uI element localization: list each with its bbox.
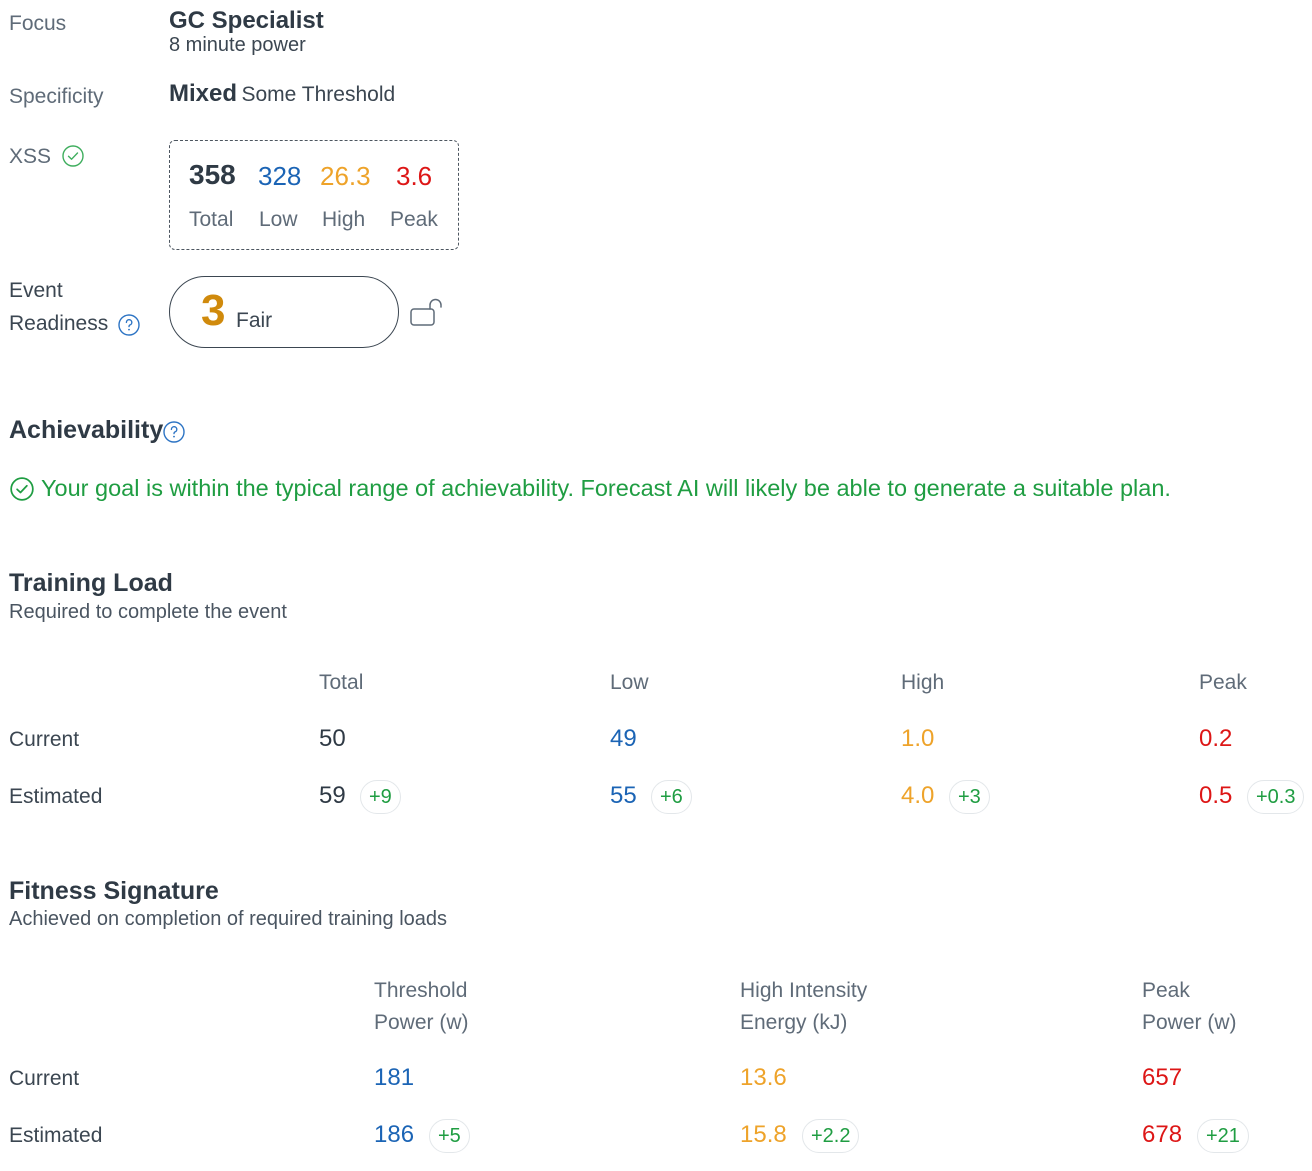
readiness-pill[interactable]: [169, 276, 399, 348]
training-load-title: Training Load: [9, 569, 173, 597]
check-circle-icon: [61, 144, 85, 168]
fs-estimated-high: 15.8: [740, 1121, 787, 1148]
xss-high-value: 26.3: [320, 161, 371, 191]
tl-estimated-total: 59: [319, 782, 346, 809]
fs-estimated-peak: 678: [1142, 1121, 1183, 1148]
tl-estimated-peak-delta: +0.3: [1247, 780, 1305, 814]
fs-estimated-threshold-delta: +5: [429, 1119, 470, 1153]
fs-estimated-high-delta: +2.2: [802, 1119, 860, 1153]
tl-current-total: 50: [319, 725, 346, 752]
tl-header-peak: Peak: [1199, 671, 1247, 694]
fs-estimated-threshold: 186: [374, 1121, 415, 1148]
fs-estimated-label: Estimated: [9, 1124, 103, 1147]
fs-header-peak-line1: Peak: [1142, 979, 1190, 1002]
readiness-label-line1: Event: [9, 279, 63, 302]
fs-header-peak-line2: Power (w): [1142, 1011, 1237, 1034]
training-load-subtitle: Required to complete the event: [9, 601, 287, 623]
fitness-signature-title: Fitness Signature: [9, 877, 219, 905]
tl-current-low: 49: [610, 725, 637, 752]
readiness-score: 3: [201, 286, 226, 335]
xss-total-label: Total: [189, 208, 234, 231]
tl-header-total: Total: [319, 671, 364, 694]
tl-current-high: 1.0: [901, 725, 935, 752]
xss-low-label: Low: [259, 208, 298, 231]
tl-estimated-high-delta: +3: [949, 780, 990, 814]
fs-current-peak: 657: [1142, 1064, 1183, 1091]
xss-summary-box: [169, 140, 459, 250]
xss-peak-value: 3.6: [396, 161, 433, 191]
check-circle-icon: [9, 476, 35, 502]
achievability-title: Achievability: [9, 416, 164, 444]
focus-subtitle: 8 minute power: [169, 34, 306, 56]
tl-estimated-high: 4.0: [901, 782, 935, 809]
fs-estimated-peak-delta: +21: [1197, 1119, 1249, 1153]
fs-header-threshold-line2: Power (w): [374, 1011, 469, 1034]
fs-header-threshold-line1: Threshold: [374, 979, 468, 1002]
specificity-detail: Some Threshold: [241, 83, 396, 106]
fs-header-high-line2: Energy (kJ): [740, 1011, 848, 1034]
readiness-rating: Fair: [236, 309, 273, 332]
tl-estimated-low: 55: [610, 782, 637, 809]
tl-estimated-label: Estimated: [9, 785, 103, 808]
fs-current-high: 13.6: [740, 1064, 787, 1091]
tl-estimated-peak: 0.5: [1199, 782, 1233, 809]
xss-label: XSS: [9, 145, 52, 168]
achievability-message: Your goal is within the typical range of…: [41, 475, 1171, 501]
fs-header-high-line1: High Intensity: [740, 979, 868, 1002]
tl-header-high: High: [901, 671, 945, 694]
readiness-label-line2: Readiness: [9, 312, 109, 335]
xss-total-value: 358: [189, 159, 236, 190]
help-circle-icon[interactable]: [117, 313, 141, 337]
tl-header-low: Low: [610, 671, 649, 694]
fitness-signature-subtitle: Achieved on completion of required train…: [9, 908, 448, 930]
help-circle-icon[interactable]: [162, 420, 186, 444]
fs-current-label: Current: [9, 1067, 80, 1090]
tl-estimated-total-delta: +9: [360, 780, 401, 814]
specificity-value-group: Mixed Some Threshold: [169, 80, 395, 108]
tl-current-label: Current: [9, 728, 80, 751]
unlock-icon[interactable]: [409, 297, 445, 329]
tl-current-peak: 0.2: [1199, 725, 1233, 752]
focus-title: GC Specialist: [169, 7, 324, 34]
specificity-value: Mixed: [169, 80, 238, 107]
xss-high-label: High: [322, 208, 366, 231]
specificity-label: Specificity: [9, 85, 104, 108]
tl-estimated-low-delta: +6: [651, 780, 692, 814]
xss-peak-label: Peak: [390, 208, 438, 231]
xss-low-value: 328: [258, 161, 302, 191]
focus-label: Focus: [9, 12, 67, 35]
fs-current-threshold: 181: [374, 1064, 415, 1091]
